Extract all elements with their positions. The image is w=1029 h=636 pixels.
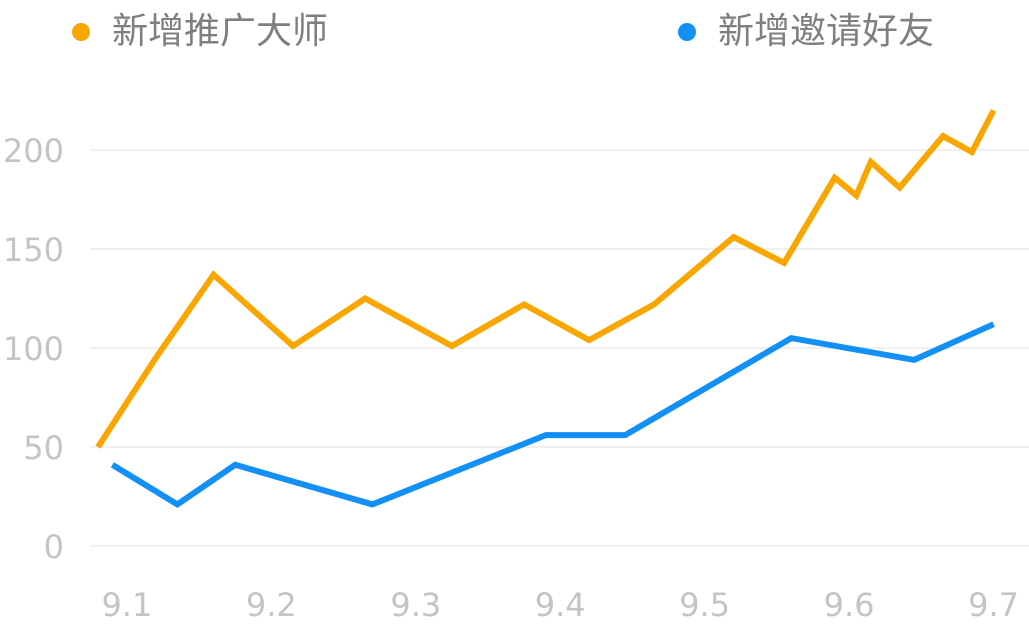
x-tick-label: 9.5 [679,586,730,624]
x-tick-label: 9.7 [968,586,1019,624]
y-tick-label: 200 [3,132,64,170]
grid-lines [90,149,1029,547]
legend-dot-series-2 [678,23,696,41]
chart-legend: 新增推广大师 新增邀请好友 [0,0,1029,70]
y-axis-tick-labels: 0 50 100 150 200 [3,132,64,566]
series-line-2[interactable] [110,321,995,508]
x-tick-label: 9.4 [535,586,586,624]
x-tick-label: 9.2 [246,586,297,624]
x-tick-label: 9.1 [101,586,152,624]
series-lines [95,109,997,508]
series-line-1[interactable] [95,109,997,449]
x-tick-label: 9.6 [824,586,875,624]
y-tick-label: 150 [3,231,64,269]
y-tick-label: 100 [3,330,64,368]
legend-dot-series-1 [72,23,90,41]
legend-item-series-1[interactable]: 新增推广大师 [72,12,328,52]
legend-label-series-1: 新增推广大师 [112,11,329,52]
legend-item-series-2[interactable]: 新增邀请好友 [678,12,934,52]
y-tick-label: 0 [44,528,64,566]
x-axis-tick-labels: 9.1 9.2 9.3 9.4 9.5 9.6 9.7 [101,586,1019,624]
legend-label-series-2: 新增邀请好友 [718,11,935,52]
y-tick-label: 50 [23,429,64,467]
x-tick-label: 9.3 [390,586,441,624]
